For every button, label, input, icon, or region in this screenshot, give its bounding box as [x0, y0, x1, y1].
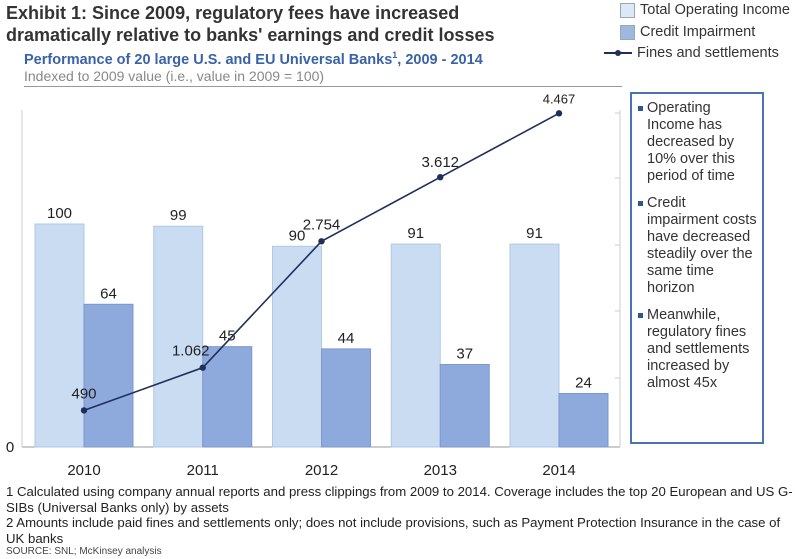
footnotes: 1 Calculated using company annual report…	[6, 484, 796, 546]
bullet-icon	[638, 201, 643, 206]
footnote-1: 1 Calculated using company annual report…	[6, 484, 793, 515]
label-impairment-2014: 24	[575, 374, 592, 391]
callout-item: Credit impairment costs have decreased s…	[638, 195, 758, 297]
fines-point-2012	[318, 238, 325, 245]
footnote-2: 2 Amounts include paid fines and settlem…	[6, 515, 781, 546]
index-note: Indexed to 2009 value (i.e., value in 20…	[24, 68, 622, 87]
fines-point-2014	[555, 110, 563, 117]
label-impairment-2013: 37	[456, 345, 473, 362]
fines-point-2013	[437, 173, 444, 181]
legend-impairment: Credit Impairment	[620, 24, 755, 40]
label-fines-2010: 490	[71, 385, 96, 402]
x-tick-label-2010: 2010	[67, 462, 100, 479]
callout-text: Meanwhile, regulatory fines and settleme…	[647, 307, 750, 391]
x-tick-label-2013: 2013	[424, 462, 457, 479]
bar-income-2011	[153, 225, 204, 448]
x-tick-label-2014: 2014	[542, 462, 575, 479]
bar-impairment-2014	[558, 392, 609, 448]
bar-income-2014	[509, 243, 560, 448]
x-tick-label-2011: 2011	[187, 462, 219, 479]
x-tick-label-2012: 2012	[305, 462, 338, 479]
fines-point-2010	[80, 407, 88, 414]
line-marker-icon	[604, 50, 632, 56]
callout-box: Operating Income has decreased by 10% ov…	[630, 92, 764, 444]
footnote-marker: 1	[392, 50, 398, 60]
label-impairment-2010: 64	[100, 285, 117, 302]
bar-impairment-2010	[83, 303, 134, 448]
subtitle-text: Performance of 20 large U.S. and EU Univ…	[24, 51, 393, 68]
callout-text: Credit impairment costs have decreased s…	[647, 195, 757, 296]
impairment-swatch-icon	[620, 24, 635, 40]
legend-label: Fines and settlements	[637, 45, 779, 61]
label-income-2011: 99	[170, 207, 187, 224]
bullet-icon	[638, 106, 643, 111]
bar-impairment-2012	[321, 348, 371, 448]
bullet-icon	[638, 313, 643, 318]
label-impairment-2011: 45	[219, 328, 236, 345]
label-fines-2012: 2.754	[303, 216, 341, 233]
callout-item: Operating Income has decreased by 10% ov…	[638, 100, 758, 185]
bar-impairment-2011	[202, 346, 253, 448]
callout-text: Operating Income has decreased by 10% ov…	[647, 100, 735, 184]
legend-label: Total Operating Income	[640, 2, 790, 18]
label-fines-2011: 1.062	[172, 343, 210, 360]
label-income-2012: 90	[289, 227, 306, 244]
label-income-2013: 91	[407, 225, 424, 242]
label-income-2014: 91	[526, 225, 543, 242]
label-fines-2014: 4.467	[543, 91, 576, 106]
bar-impairment-2013	[439, 363, 490, 448]
exhibit-title: Exhibit 1: Since 2009, regulatory fees h…	[6, 3, 495, 45]
subtitle-tail: , 2009 - 2014	[397, 51, 483, 68]
label-fines-2013: 3.612	[421, 154, 459, 171]
legend-income: Total Operating Income	[620, 2, 790, 18]
y-tick-label: 0	[6, 439, 14, 456]
bar-income-2012	[272, 245, 322, 448]
source-note: SOURCE: SNL; McKinsey analysis	[6, 546, 162, 557]
bar-income-2013	[390, 243, 441, 448]
fines-point-2011	[199, 364, 206, 371]
legend-label: Credit Impairment	[640, 24, 756, 40]
label-income-2010: 100	[47, 205, 72, 222]
income-swatch-icon	[620, 2, 635, 18]
bar-income-2010	[34, 223, 85, 448]
chart-subtitle: Performance of 20 large U.S. and EU Univ…	[24, 50, 483, 68]
callout-item: Meanwhile, regulatory fines and settleme…	[638, 307, 758, 392]
chart-area: 0 100 64 2010 99 45 2011 90 44 2012 91 37 2013 91 24 20…	[6, 91, 621, 479]
label-impairment-2012: 44	[338, 330, 355, 347]
legend-fines: Fines and settlements	[604, 45, 779, 61]
